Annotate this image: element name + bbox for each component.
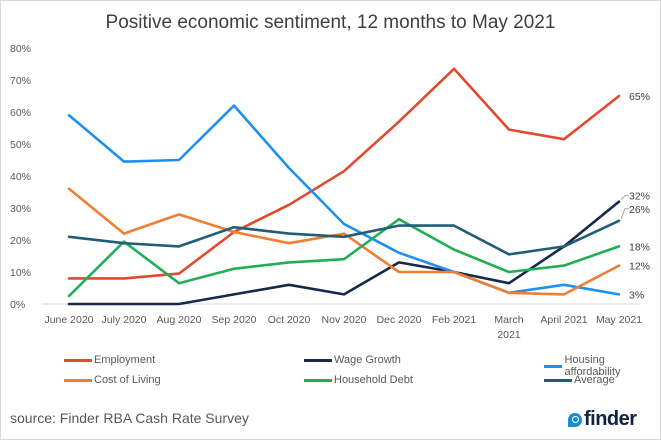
data-label-household-debt: 18% [629, 241, 650, 253]
series-line-cost-of-living [67, 187, 621, 296]
legend-item-wage-growth: Wage Growth [304, 354, 401, 366]
legend-swatch [64, 378, 92, 382]
series-line-average [67, 219, 621, 256]
legend-item-employment: Employment [64, 354, 155, 366]
legend-swatch [304, 378, 332, 382]
x-tick-label: April 2021 [540, 314, 587, 326]
legend-item-household-debt: Household Debt [304, 374, 413, 386]
x-tick-label: Oct 2020 [268, 314, 311, 326]
y-tick-label: 0% [10, 299, 25, 311]
y-tick-label: 50% [10, 139, 31, 151]
legend-swatch [544, 364, 563, 368]
data-label-employment: 65% [629, 91, 650, 103]
data-label-leader [620, 208, 629, 219]
y-tick-label: 70% [10, 75, 31, 87]
series-line-employment [67, 67, 621, 280]
x-tick-label: Nov 2020 [322, 314, 367, 326]
x-tick-label: May 2021 [596, 314, 642, 326]
legend-swatch [64, 358, 92, 362]
legend-label: Average [574, 374, 615, 386]
legend-swatch [544, 378, 572, 382]
y-tick-label: 10% [10, 267, 31, 279]
finder-logo: finder [568, 408, 637, 431]
logo-text: finder [584, 408, 637, 430]
data-label-cost-of-living: 12% [629, 261, 650, 273]
legend-label: Household Debt [334, 374, 413, 386]
line-chart: 0% 10% 20% 30% 40% 50% 60% 70% 80% June 2020 July … [10, 43, 650, 341]
legend-item-housing-affordability: Housing affordability [544, 354, 630, 378]
legend-item-cost-of-living: Cost of Living [64, 374, 161, 386]
y-tick-label: 80% [10, 43, 31, 55]
legend-item-average: Average [544, 374, 615, 386]
x-tick-label: July 2020 [102, 314, 147, 326]
legend-label: Housing affordability [564, 354, 621, 378]
search-badge-icon [568, 412, 582, 427]
y-tick-label: 30% [10, 203, 31, 215]
x-tick-label: Feb 2021 [432, 314, 477, 326]
x-tick-label: June 2020 [44, 314, 93, 326]
data-label-housing-affordability: 3% [629, 289, 644, 301]
source-note: source: Finder RBA Cash Rate Survey [10, 410, 249, 426]
chart-title: Positive economic sentiment, 12 months t… [105, 12, 556, 33]
data-label-wage-growth: 32% [629, 191, 650, 203]
legend-label: Employment [94, 354, 156, 366]
data-label-average: 26% [629, 204, 650, 216]
legend-label: Wage Growth [334, 354, 401, 366]
series-line-housing-affordability [67, 104, 621, 296]
legend-swatch [304, 358, 332, 362]
x-tick-label: Aug 2020 [157, 314, 202, 326]
y-tick-label: 20% [10, 235, 31, 247]
data-label-leader [620, 195, 629, 200]
series-line-household-debt [67, 217, 621, 298]
y-tick-label: 40% [10, 171, 31, 183]
x-tick-label: Dec 2020 [377, 314, 422, 326]
y-tick-label: 60% [10, 107, 31, 119]
x-tick-label: Sep 2020 [212, 314, 257, 326]
legend-label: Cost of Living [94, 374, 161, 386]
x-tick-label: March 2021 [494, 314, 523, 341]
